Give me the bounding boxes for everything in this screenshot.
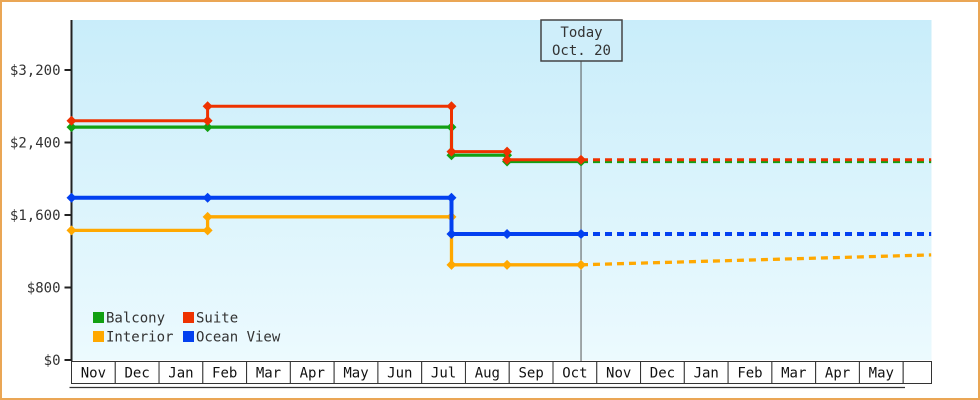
month-label: Apr	[300, 366, 325, 382]
month-label: Feb	[212, 366, 237, 382]
month-label: Sep	[518, 366, 543, 382]
month-label: Mar	[256, 366, 281, 382]
month-label: Nov	[81, 366, 106, 382]
series-suite-marker	[446, 101, 457, 112]
series-suite-marker	[446, 146, 457, 157]
series-interior-marker	[202, 211, 213, 222]
series-interior-marker	[576, 259, 587, 270]
month-label: Mar	[781, 366, 806, 382]
month-label: Aug	[475, 366, 500, 382]
legend-label-suite: Suite	[196, 311, 238, 327]
month-label: Dec	[650, 366, 675, 382]
legend-label-interior: Interior	[106, 330, 173, 346]
series-interior-marker	[502, 259, 513, 270]
series-suite-marker	[202, 115, 213, 126]
month-label: Nov	[606, 366, 631, 382]
series-interior-marker	[446, 259, 457, 270]
series-interior-marker	[202, 225, 213, 236]
month-label: Apr	[825, 366, 850, 382]
y-tick-label: $0	[44, 353, 61, 369]
series-ocean_view-line	[71, 195, 581, 236]
today-marker-box	[540, 19, 623, 62]
legend-swatch-ocean_view	[183, 331, 194, 342]
series-balcony-marker	[202, 122, 213, 133]
y-tick-label: $2,400	[10, 136, 61, 152]
today-label: Today	[560, 25, 602, 41]
month-label: Jun	[387, 366, 412, 382]
month-label: Oct	[562, 366, 587, 382]
legend-swatch-balcony	[93, 312, 104, 323]
y-tick-label: $3,200	[10, 63, 61, 79]
month-label: Dec	[125, 366, 150, 382]
series-suite-marker	[502, 146, 513, 157]
y-tick-label: $800	[27, 281, 61, 297]
month-label: Jan	[694, 366, 719, 382]
month-label: Feb	[737, 366, 762, 382]
month-label: May	[869, 366, 894, 382]
series-ocean_view-marker	[502, 229, 513, 240]
legend-label-balcony: Balcony	[106, 311, 165, 327]
series-suite-marker	[502, 154, 513, 165]
series-suite-marker	[202, 101, 213, 112]
legend-swatch-interior	[93, 331, 104, 342]
month-label: May	[343, 366, 368, 382]
series-interior-marker	[66, 225, 77, 236]
series-ocean_view-marker	[446, 229, 457, 240]
series-suite-marker	[66, 115, 77, 126]
month-label: Jan	[168, 366, 193, 382]
series-suite-marker	[576, 154, 587, 165]
series-ocean_view-marker	[576, 229, 587, 240]
legend-swatch-suite	[183, 312, 194, 323]
month-label: Jul	[431, 366, 456, 382]
today-date-label: Oct. 20	[552, 43, 611, 59]
series-ocean_view-marker	[66, 192, 77, 203]
series-balcony-marker	[66, 122, 77, 133]
y-tick-label: $1,600	[10, 208, 61, 224]
legend-label-ocean_view: Ocean View	[196, 330, 281, 346]
series-ocean_view-marker	[446, 192, 457, 203]
month-cell-empty	[902, 361, 933, 384]
series-interior-forecast-line	[580, 253, 932, 267]
plot-background	[71, 20, 932, 360]
series-ocean_view-marker	[202, 192, 213, 203]
